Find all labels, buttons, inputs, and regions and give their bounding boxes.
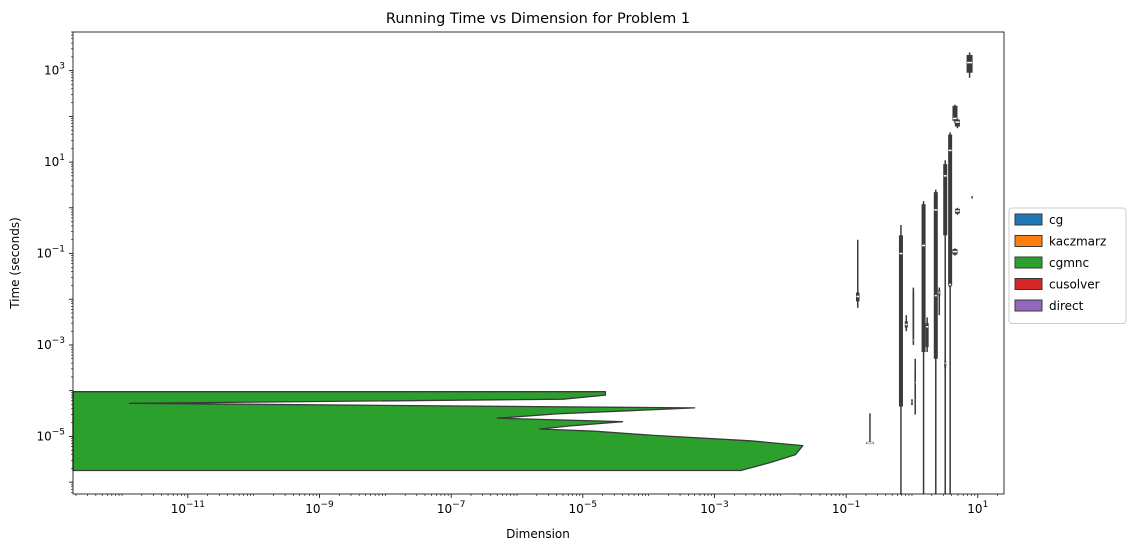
- y-axis: 10−5 10−3 10−1 101 103: [36, 31, 73, 493]
- violin-cg-7: [921, 201, 926, 494]
- violin-box: [966, 54, 973, 73]
- legend: cg kaczmarz cgmnc cusolver direct: [1008, 207, 1127, 324]
- violin-cg-3: [904, 315, 908, 332]
- violin-cg-2: [898, 225, 903, 494]
- y-axis-label: Time (seconds): [8, 217, 22, 310]
- x-axis-label: Dimension: [506, 527, 570, 541]
- legend-label: kaczmarz: [1049, 235, 1106, 249]
- violin-cg-6: [912, 287, 915, 345]
- violin-box: [943, 164, 948, 236]
- violin-cg-20: [966, 52, 973, 78]
- violin-cg-10: [934, 249, 938, 318]
- violin-cg-8: [925, 317, 929, 353]
- legend-swatch: [1014, 256, 1043, 269]
- violin-cg-13: [944, 355, 947, 373]
- y-tick-label: 10−3: [36, 336, 65, 352]
- legend-label: direct: [1049, 299, 1084, 313]
- violin-cg-15: [948, 281, 952, 288]
- y-tick-label: 101: [44, 153, 65, 169]
- violin-cg-1: [865, 413, 874, 445]
- violin-cg-21: [971, 196, 973, 199]
- y-tick-label: 103: [44, 62, 65, 78]
- x-tick-label: 10−9: [305, 500, 334, 516]
- x-tick-label: 10−5: [569, 500, 598, 516]
- violin-box: [898, 235, 903, 407]
- violin-cg-9: [933, 189, 938, 494]
- violin-box: [948, 134, 953, 286]
- violin-cg-12: [943, 160, 948, 494]
- chart-title: Running Time vs Dimension for Problem 1: [386, 11, 690, 27]
- x-tick-label: 10−3: [700, 500, 729, 516]
- legend-item-kaczmarz: kaczmarz: [1014, 235, 1106, 249]
- legend-swatch: [1014, 235, 1043, 247]
- violin-cg-4: [910, 399, 913, 406]
- violin-box: [912, 291, 915, 342]
- legend-item-cg: cg: [1014, 213, 1063, 227]
- violin-cg-18: [954, 207, 960, 215]
- x-tick-label: 10−1: [832, 500, 861, 516]
- x-tick-label: 101: [967, 500, 988, 516]
- legend-item-cusolver: cusolver: [1014, 278, 1100, 292]
- legend-swatch: [1014, 299, 1043, 312]
- violin-box: [925, 323, 929, 348]
- x-axis: 10−11 10−9 10−7 10−5 10−3 10−1 101: [75, 494, 998, 516]
- x-tick-label: 10−11: [171, 500, 205, 516]
- plot-frame: [72, 31, 1005, 495]
- plot-area: [72, 52, 973, 494]
- violin-box: [934, 285, 938, 300]
- violin-box: [952, 105, 958, 121]
- violin-cg-17: [952, 248, 958, 256]
- violin-cg-0: [855, 239, 860, 308]
- x-tick-label: 10−7: [437, 500, 466, 516]
- legend-swatch: [1014, 278, 1043, 290]
- violin-cg-19: [954, 118, 960, 129]
- violin-box: [944, 360, 947, 368]
- violin-cg-11: [938, 287, 941, 316]
- y-tick-label: 10−1: [36, 245, 65, 261]
- legend-label: cusolver: [1049, 278, 1100, 292]
- legend-item-cgmnc: cgmnc: [1014, 256, 1089, 270]
- violin-box: [971, 196, 973, 199]
- violin-cg-5: [914, 358, 916, 415]
- legend-label: cgmnc: [1049, 256, 1089, 270]
- legend-item-direct: direct: [1014, 299, 1084, 313]
- legend-swatch: [1014, 213, 1043, 226]
- violin-cg-14: [948, 132, 953, 494]
- violin-box: [914, 372, 916, 396]
- y-tick-label: 10−5: [36, 427, 65, 443]
- violin-cgmnc: [72, 391, 804, 472]
- violin-box: [954, 119, 960, 127]
- violin-box: [921, 204, 926, 353]
- legend-label: cg: [1049, 213, 1063, 227]
